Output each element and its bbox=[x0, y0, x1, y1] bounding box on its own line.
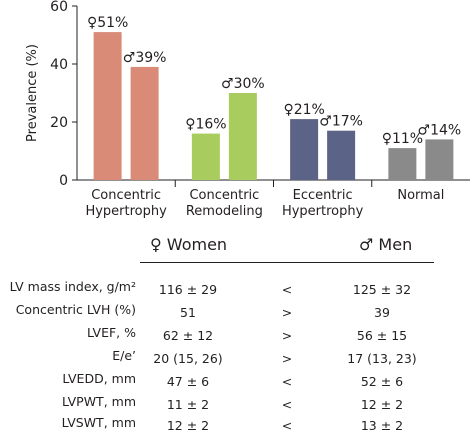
women-value: 116 ± 29 bbox=[158, 282, 218, 297]
row-label: LV mass index, g/m² bbox=[9, 279, 136, 294]
table-row: LVSWT, mm 12 ± 2 < 13 ± 2 bbox=[0, 412, 474, 436]
comparison-sign: < bbox=[281, 374, 293, 389]
comparison-table: ♀ Women ♂ Men LV mass index, g/m² 116 ± … bbox=[0, 226, 474, 433]
row-label: Concentric LVH (%) bbox=[15, 302, 136, 317]
bar-women bbox=[290, 119, 319, 180]
data-label-women: ♀11% bbox=[382, 131, 423, 147]
bar-men bbox=[130, 66, 159, 180]
men-value: 56 ± 15 bbox=[356, 328, 408, 343]
men-value: 13 ± 2 bbox=[360, 418, 404, 433]
row-label: E/e’ bbox=[112, 348, 136, 363]
x-category-label: Eccentric bbox=[293, 188, 353, 203]
y-axis-label: Prevalence (%) bbox=[25, 44, 40, 142]
men-value: 125 ± 32 bbox=[352, 282, 412, 297]
table-row: E/e’ 20 (15, 26) > 17 (13, 23) bbox=[0, 345, 474, 369]
table-row: LVEDD, mm 47 ± 6 < 52 ± 6 bbox=[0, 368, 474, 392]
women-header: ♀ Women bbox=[150, 235, 228, 254]
table-row: LV mass index, g/m² 116 ± 29 < 125 ± 32 bbox=[0, 276, 474, 300]
x-category-label: Hypertrophy bbox=[85, 204, 167, 219]
data-label-men: ♂14% bbox=[418, 122, 462, 138]
comparison-sign: < bbox=[281, 418, 293, 433]
row-label: LVSWT, mm bbox=[61, 415, 136, 430]
women-value: 12 ± 2 bbox=[166, 418, 210, 433]
men-header: ♂ Men bbox=[359, 235, 413, 254]
bar-women bbox=[93, 32, 122, 180]
y-tick-label: 60 bbox=[50, 0, 68, 15]
comparison-sign: < bbox=[281, 282, 293, 297]
bar-men bbox=[327, 130, 356, 180]
x-category-label: Normal bbox=[397, 188, 444, 203]
women-value: 62 ± 12 bbox=[162, 328, 214, 343]
table-row: LVPWT, mm 11 ± 2 < 12 ± 2 bbox=[0, 391, 474, 415]
row-label: LVEF, % bbox=[86, 325, 136, 340]
y-tick-label: 40 bbox=[50, 57, 68, 73]
women-value: 47 ± 6 bbox=[166, 374, 210, 389]
bar-women bbox=[191, 133, 220, 180]
data-label-men: ♂39% bbox=[123, 50, 167, 66]
x-category-label: Concentric bbox=[189, 188, 259, 203]
men-value: 12 ± 2 bbox=[360, 397, 404, 412]
comparison-sign: < bbox=[281, 397, 293, 412]
row-label: LVPWT, mm bbox=[62, 394, 136, 409]
men-value: 17 (13, 23) bbox=[347, 351, 417, 366]
data-label-women: ♀51% bbox=[87, 15, 128, 31]
data-label-men: ♂30% bbox=[221, 76, 265, 92]
y-tick-label: 20 bbox=[50, 115, 68, 131]
header-rule bbox=[140, 262, 434, 263]
women-value: 20 (15, 26) bbox=[153, 351, 223, 366]
comparison-sign: > bbox=[281, 351, 293, 366]
comparison-sign: > bbox=[281, 328, 293, 343]
x-category-label: Hypertrophy bbox=[282, 204, 364, 219]
men-value: 39 bbox=[374, 305, 390, 320]
row-label: LVEDD, mm bbox=[62, 371, 136, 386]
bar-men bbox=[228, 93, 257, 180]
table-row: LVEF, % 62 ± 12 > 56 ± 15 bbox=[0, 322, 474, 346]
data-label-women: ♀16% bbox=[185, 117, 226, 133]
x-category-label: Concentric bbox=[91, 188, 161, 203]
data-label-women: ♀21% bbox=[283, 102, 324, 118]
men-value: 52 ± 6 bbox=[360, 374, 404, 389]
bar-women bbox=[388, 148, 417, 180]
women-value: 11 ± 2 bbox=[166, 397, 210, 412]
table-row: Concentric LVH (%) 51 > 39 bbox=[0, 299, 474, 323]
women-value: 51 bbox=[180, 305, 196, 320]
x-category-label: Remodeling bbox=[186, 204, 263, 219]
comparison-sign: > bbox=[281, 305, 293, 320]
data-label-men: ♂17% bbox=[319, 114, 363, 130]
bar-men bbox=[425, 139, 454, 180]
y-tick-label: 0 bbox=[59, 173, 68, 189]
